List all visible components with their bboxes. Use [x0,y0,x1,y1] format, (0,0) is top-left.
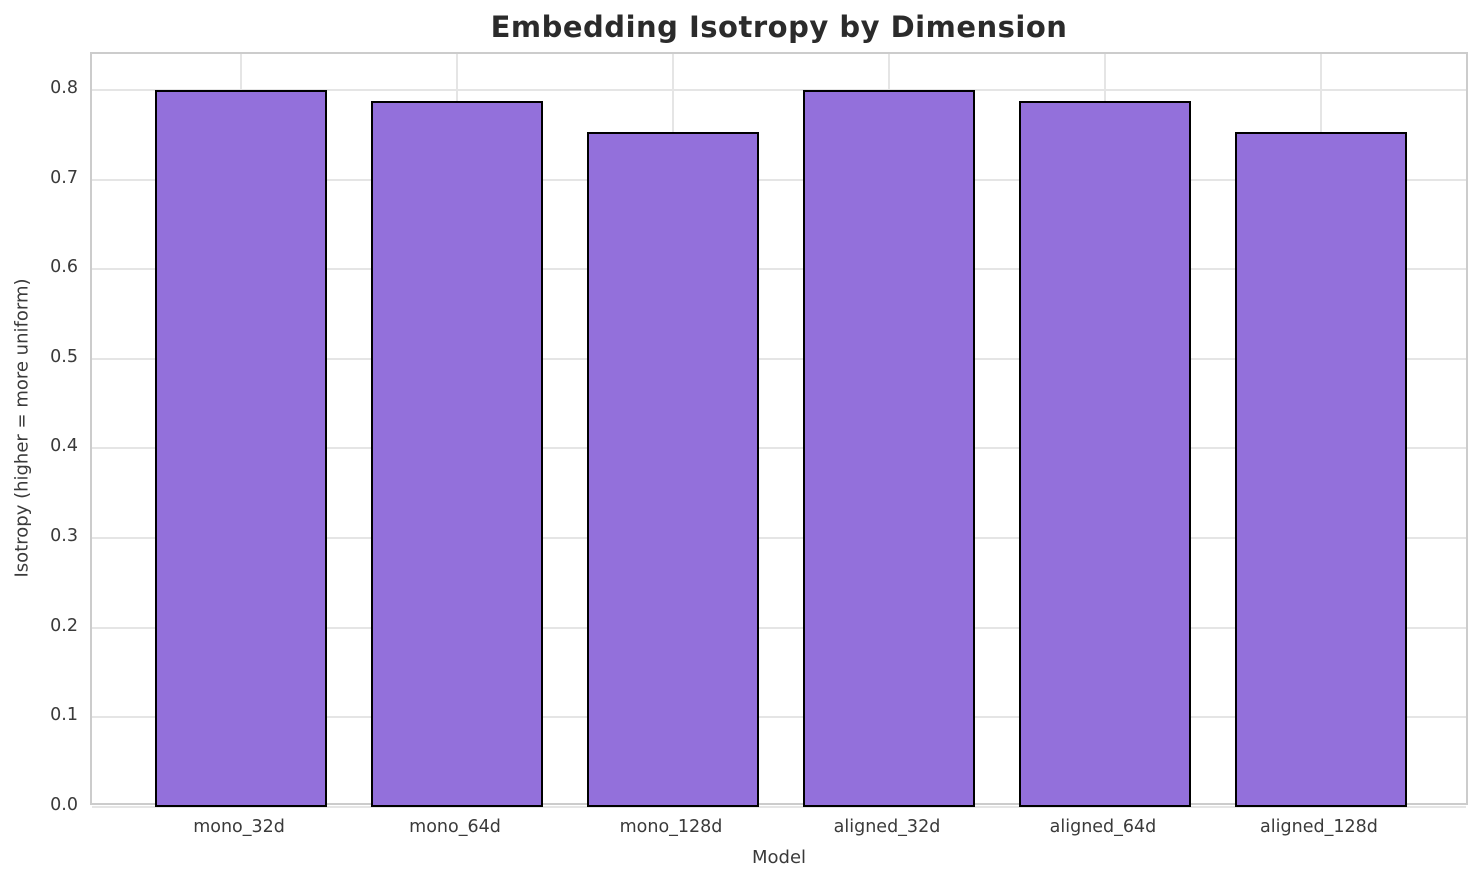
y-tick-label: 0.0 [50,795,78,815]
x-tick-label: aligned_64d [1049,817,1157,837]
y-tick-label: 0.2 [50,615,78,636]
x-tick-label: mono_32d [193,817,285,837]
gridline-h [92,357,1466,360]
y-tick-label: 0.6 [50,257,78,278]
y-tick-label: 0.1 [50,705,78,726]
y-tick-label: 0.5 [50,346,78,367]
y-tick-label: 0.7 [50,167,78,188]
gridline-h [92,178,1466,181]
bar-aligned_64d [1018,100,1192,807]
bar-mono_128d [586,131,760,807]
y-tick-label: 0.3 [50,526,78,547]
gridline-h [92,626,1466,629]
y-tick-label: 0.4 [50,436,78,457]
plot-area [90,52,1468,808]
gridline-h [92,268,1466,271]
gridline-h [92,88,1466,91]
chart-title: Embedding Isotropy by Dimension [490,10,1068,44]
gridline-h [92,537,1466,540]
gridline-h [92,716,1466,719]
bar-aligned_128d [1234,131,1408,807]
bar-mono_32d [154,89,328,807]
bar-aligned_32d [802,89,976,807]
x-tick-label: mono_128d [619,817,723,837]
x-axis-label: Model [751,847,807,868]
x-tick-label: aligned_128d [1260,817,1378,837]
y-tick-label: 0.8 [50,77,78,98]
x-tick-label: mono_64d [409,817,501,837]
bar-mono_64d [370,100,544,807]
x-tick-label: aligned_32d [833,817,941,837]
gridline-h [92,806,1466,808]
gridline-h [92,447,1466,450]
